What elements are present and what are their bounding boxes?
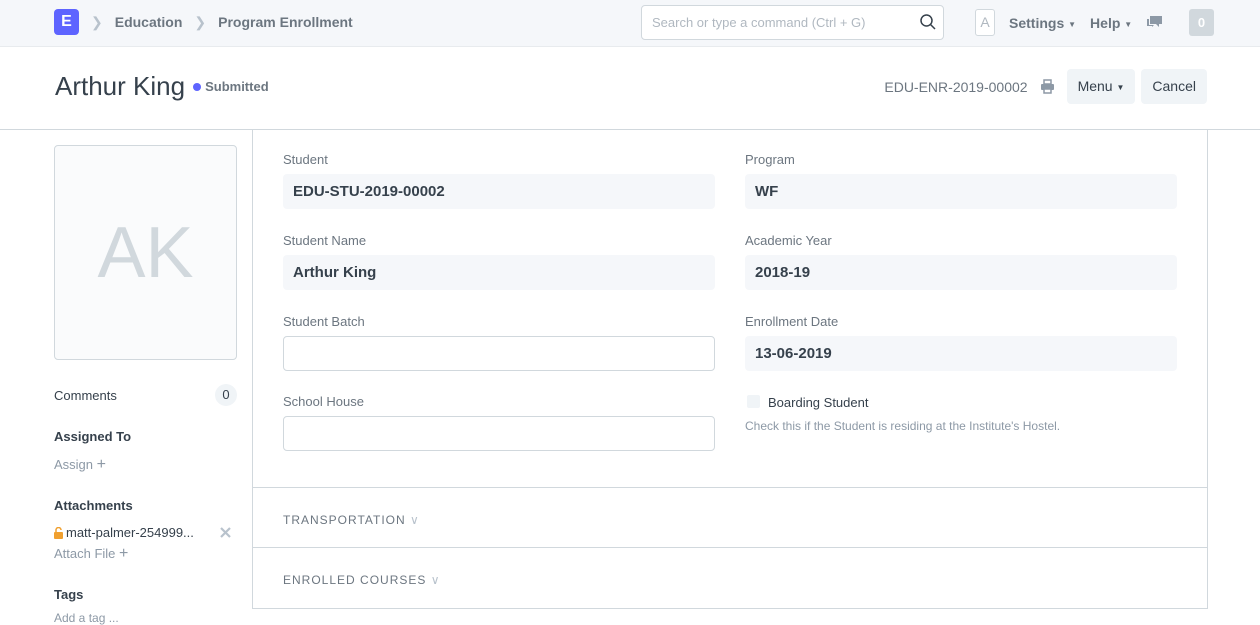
academic-year-label: Academic Year [745, 233, 832, 248]
plus-icon: + [96, 456, 106, 473]
menu-label: Menu [1077, 78, 1113, 94]
section-enrolled-courses[interactable]: ENROLLED COURSES ∨ [253, 547, 1207, 607]
attach-file-button[interactable]: Attach File + [54, 545, 128, 563]
assign-button[interactable]: Assign + [54, 456, 106, 474]
chevron-right-icon: ❯ [194, 13, 207, 30]
chevron-down-icon: ∨ [430, 573, 441, 587]
tags-heading: Tags [54, 587, 84, 602]
app-logo[interactable]: E [54, 9, 79, 35]
title-area: Arthur King Submitted [55, 71, 269, 102]
boarding-student-checkbox[interactable] [747, 395, 760, 408]
boarding-student-label: Boarding Student [768, 395, 869, 410]
page-title: Arthur King [55, 71, 186, 101]
avatar[interactable]: AK [54, 145, 237, 360]
search-icon [920, 14, 936, 30]
program-label: Program [745, 152, 795, 167]
status-dot-icon [193, 82, 202, 91]
student-batch-input[interactable] [283, 336, 715, 371]
section-transportation[interactable]: TRANSPORTATION ∨ [253, 487, 1207, 547]
program-field[interactable]: WF [745, 174, 1177, 209]
menu-button[interactable]: Menu ▼ [1066, 69, 1136, 104]
status-badge: Submitted [193, 79, 269, 94]
status-label: Submitted [205, 79, 269, 94]
search-input[interactable]: Search or type a command (Ctrl + G) [641, 5, 944, 40]
academic-year-field[interactable]: 2018-19 [745, 255, 1177, 290]
document-name: EDU-ENR-2019-00002 [884, 78, 1028, 95]
cancel-button[interactable]: Cancel [1141, 69, 1207, 104]
attach-file-label: Attach File [54, 546, 116, 561]
search-placeholder: Search or type a command (Ctrl + G) [652, 15, 866, 30]
unlock-icon [54, 526, 63, 539]
page-head: Arthur King Submitted EDU-ENR-2019-00002… [0, 47, 1260, 130]
notifications-badge[interactable]: 0 [1189, 9, 1214, 36]
enrollment-date-label: Enrollment Date [745, 314, 839, 329]
breadcrumb-program-enrollment[interactable]: Program Enrollment [218, 14, 353, 30]
section-title: TRANSPORTATION [283, 513, 406, 527]
section-title: ENROLLED COURSES [283, 573, 427, 587]
student-batch-label: Student Batch [283, 314, 365, 329]
caret-down-icon: ▼ [1068, 19, 1077, 29]
attachments-heading: Attachments [54, 498, 133, 513]
navbar-right: A Settings ▼ Help ▼ [975, 9, 1214, 36]
comments-label: Comments [54, 388, 117, 403]
remove-attachment-icon[interactable] [220, 527, 231, 538]
settings-dropdown[interactable]: Settings ▼ [1009, 15, 1076, 31]
boarding-help-text: Check this if the Student is residing at… [745, 419, 1061, 433]
student-field[interactable]: EDU-STU-2019-00002 [283, 174, 715, 209]
assign-label: Assign [54, 457, 94, 472]
print-icon[interactable] [1040, 79, 1055, 94]
student-label: Student [283, 152, 328, 167]
student-name-field[interactable]: Arthur King [283, 255, 715, 290]
help-label: Help [1090, 14, 1121, 31]
settings-label: Settings [1009, 14, 1065, 31]
caret-down-icon: ▼ [1124, 19, 1133, 29]
comments-count: 0 [215, 384, 237, 406]
plus-icon: + [119, 545, 129, 562]
attachment-item[interactable]: matt-palmer-254999... [54, 524, 237, 541]
page-actions: EDU-ENR-2019-00002 Menu ▼ Cancel [884, 69, 1207, 104]
student-name-label: Student Name [283, 233, 367, 248]
comments-row[interactable]: Comments 0 [54, 384, 237, 407]
add-tag-input[interactable]: Add a tag ... [54, 611, 119, 625]
assigned-to-heading: Assigned To [54, 429, 132, 444]
form-card: Student EDU-STU-2019-00002 Program WF St… [252, 129, 1208, 609]
chevron-down-icon: ∨ [410, 513, 420, 527]
user-avatar[interactable]: A [975, 9, 995, 36]
breadcrumb-education[interactable]: Education [114, 14, 183, 30]
chevron-right-icon: ❯ [91, 13, 103, 30]
breadcrumb: E ❯ Education ❯ Program Enrollment [54, 9, 353, 35]
attachment-filename[interactable]: matt-palmer-254999... [66, 525, 194, 540]
school-house-input[interactable] [283, 416, 715, 451]
school-house-label: School House [283, 394, 364, 409]
chat-icon[interactable] [1146, 15, 1163, 31]
navbar: E ❯ Education ❯ Program Enrollment Searc… [0, 0, 1260, 47]
caret-down-icon: ▼ [1116, 82, 1125, 92]
enrollment-date-field[interactable]: 13-06-2019 [745, 336, 1177, 371]
help-dropdown[interactable]: Help ▼ [1090, 15, 1132, 31]
